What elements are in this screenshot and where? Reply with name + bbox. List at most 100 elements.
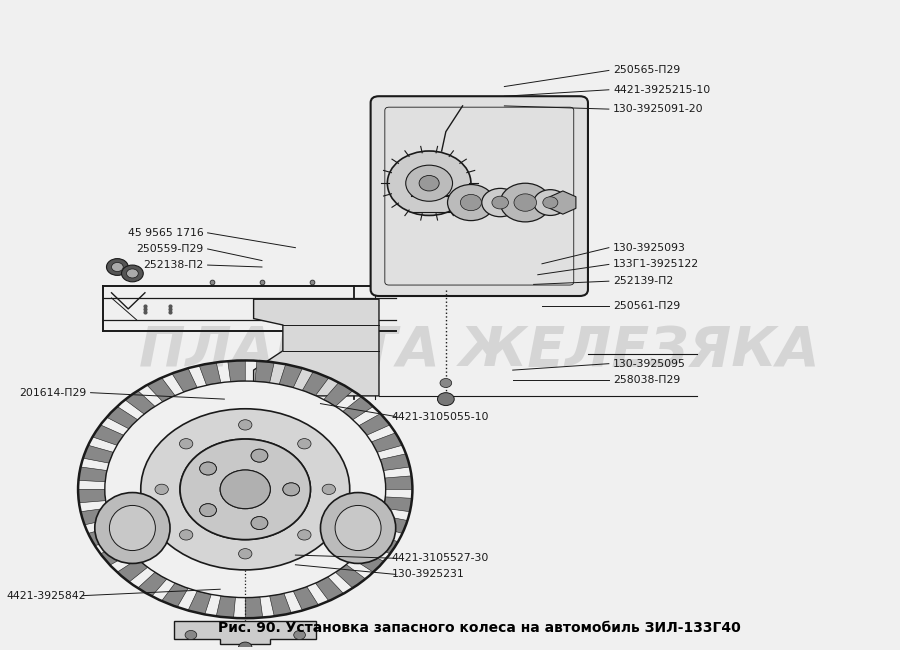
Polygon shape (81, 508, 111, 525)
Polygon shape (147, 378, 175, 402)
Circle shape (283, 483, 300, 496)
Circle shape (112, 263, 123, 272)
Polygon shape (172, 368, 197, 392)
Ellipse shape (320, 493, 396, 564)
Text: 4421-3925215-10: 4421-3925215-10 (613, 84, 710, 95)
Circle shape (322, 484, 336, 495)
Ellipse shape (110, 506, 156, 551)
Polygon shape (302, 372, 328, 396)
Polygon shape (245, 597, 263, 618)
Polygon shape (353, 550, 383, 572)
Polygon shape (270, 593, 292, 616)
Polygon shape (254, 299, 379, 396)
Text: 250559-П29: 250559-П29 (136, 244, 203, 254)
Circle shape (185, 630, 197, 640)
Text: 252139-П2: 252139-П2 (613, 276, 673, 286)
Circle shape (140, 409, 350, 570)
Circle shape (461, 194, 482, 211)
Circle shape (298, 530, 311, 540)
Circle shape (419, 176, 439, 191)
Text: 130-3925095: 130-3925095 (613, 359, 686, 369)
Circle shape (179, 439, 193, 449)
Text: 250561-П29: 250561-П29 (613, 301, 680, 311)
Circle shape (238, 642, 252, 650)
Text: ПЛАНЕТА ЖЕЛЕЗЯКА: ПЛАНЕТА ЖЕЛЕЗЯКА (139, 324, 820, 378)
Text: 4421-3925842: 4421-3925842 (7, 591, 86, 601)
Text: 130-3925093: 130-3925093 (613, 242, 686, 253)
Circle shape (543, 197, 558, 209)
Polygon shape (78, 467, 107, 482)
Circle shape (293, 630, 305, 640)
Text: Рис. 90. Установка запасного колеса на автомобиль ЗИЛ-133Г40: Рис. 90. Установка запасного колеса на а… (218, 621, 741, 635)
Circle shape (251, 517, 268, 530)
Polygon shape (170, 444, 320, 551)
Ellipse shape (335, 506, 381, 551)
Circle shape (534, 190, 567, 215)
Polygon shape (199, 363, 220, 385)
Circle shape (283, 483, 300, 496)
Polygon shape (372, 433, 402, 452)
Text: 133Г1-3925122: 133Г1-3925122 (613, 259, 699, 269)
Circle shape (251, 517, 268, 530)
Polygon shape (316, 577, 344, 601)
Circle shape (251, 449, 268, 462)
Polygon shape (380, 454, 410, 471)
Text: 130-3925091-20: 130-3925091-20 (613, 104, 704, 114)
Polygon shape (125, 391, 155, 414)
Polygon shape (162, 583, 188, 607)
Circle shape (492, 196, 508, 209)
Text: 250565-П29: 250565-П29 (613, 66, 680, 75)
Circle shape (200, 504, 216, 517)
Polygon shape (359, 413, 390, 436)
Polygon shape (216, 596, 236, 618)
Circle shape (387, 151, 471, 215)
Circle shape (251, 449, 268, 462)
Circle shape (238, 549, 252, 559)
Polygon shape (83, 445, 113, 463)
Circle shape (155, 484, 168, 495)
Polygon shape (138, 572, 166, 596)
Circle shape (200, 462, 216, 475)
Polygon shape (293, 587, 319, 610)
Circle shape (238, 420, 252, 430)
Polygon shape (101, 543, 131, 565)
Circle shape (200, 504, 216, 517)
Circle shape (500, 183, 550, 222)
Circle shape (122, 265, 143, 282)
Circle shape (440, 378, 452, 387)
Circle shape (220, 470, 270, 509)
Circle shape (298, 439, 311, 449)
Polygon shape (228, 361, 245, 382)
Circle shape (482, 188, 518, 216)
Polygon shape (117, 559, 148, 582)
Polygon shape (78, 489, 105, 503)
Polygon shape (550, 191, 576, 214)
Polygon shape (175, 621, 316, 644)
Polygon shape (383, 497, 412, 512)
Circle shape (220, 470, 270, 509)
Text: 4421-3105527-30: 4421-3105527-30 (392, 553, 489, 564)
Text: 201614-П29: 201614-П29 (19, 387, 86, 398)
Text: 258038-П29: 258038-П29 (613, 375, 680, 385)
Text: 130-3925231: 130-3925231 (392, 569, 464, 579)
Polygon shape (279, 364, 302, 387)
Circle shape (180, 439, 310, 540)
Text: 252138-П2: 252138-П2 (143, 260, 203, 270)
Polygon shape (377, 515, 408, 534)
Ellipse shape (94, 493, 170, 564)
Polygon shape (255, 361, 274, 383)
Polygon shape (367, 534, 398, 554)
Circle shape (447, 185, 494, 220)
FancyBboxPatch shape (371, 96, 588, 296)
Polygon shape (385, 476, 412, 489)
Polygon shape (188, 591, 212, 614)
Circle shape (127, 269, 139, 278)
Circle shape (437, 393, 454, 406)
Circle shape (106, 259, 128, 276)
Text: 45 9565 1716: 45 9565 1716 (128, 228, 203, 238)
Polygon shape (336, 565, 365, 588)
Polygon shape (88, 526, 119, 546)
Polygon shape (93, 425, 123, 445)
Text: 4421-3105055-10: 4421-3105055-10 (392, 411, 489, 421)
Polygon shape (343, 396, 373, 420)
